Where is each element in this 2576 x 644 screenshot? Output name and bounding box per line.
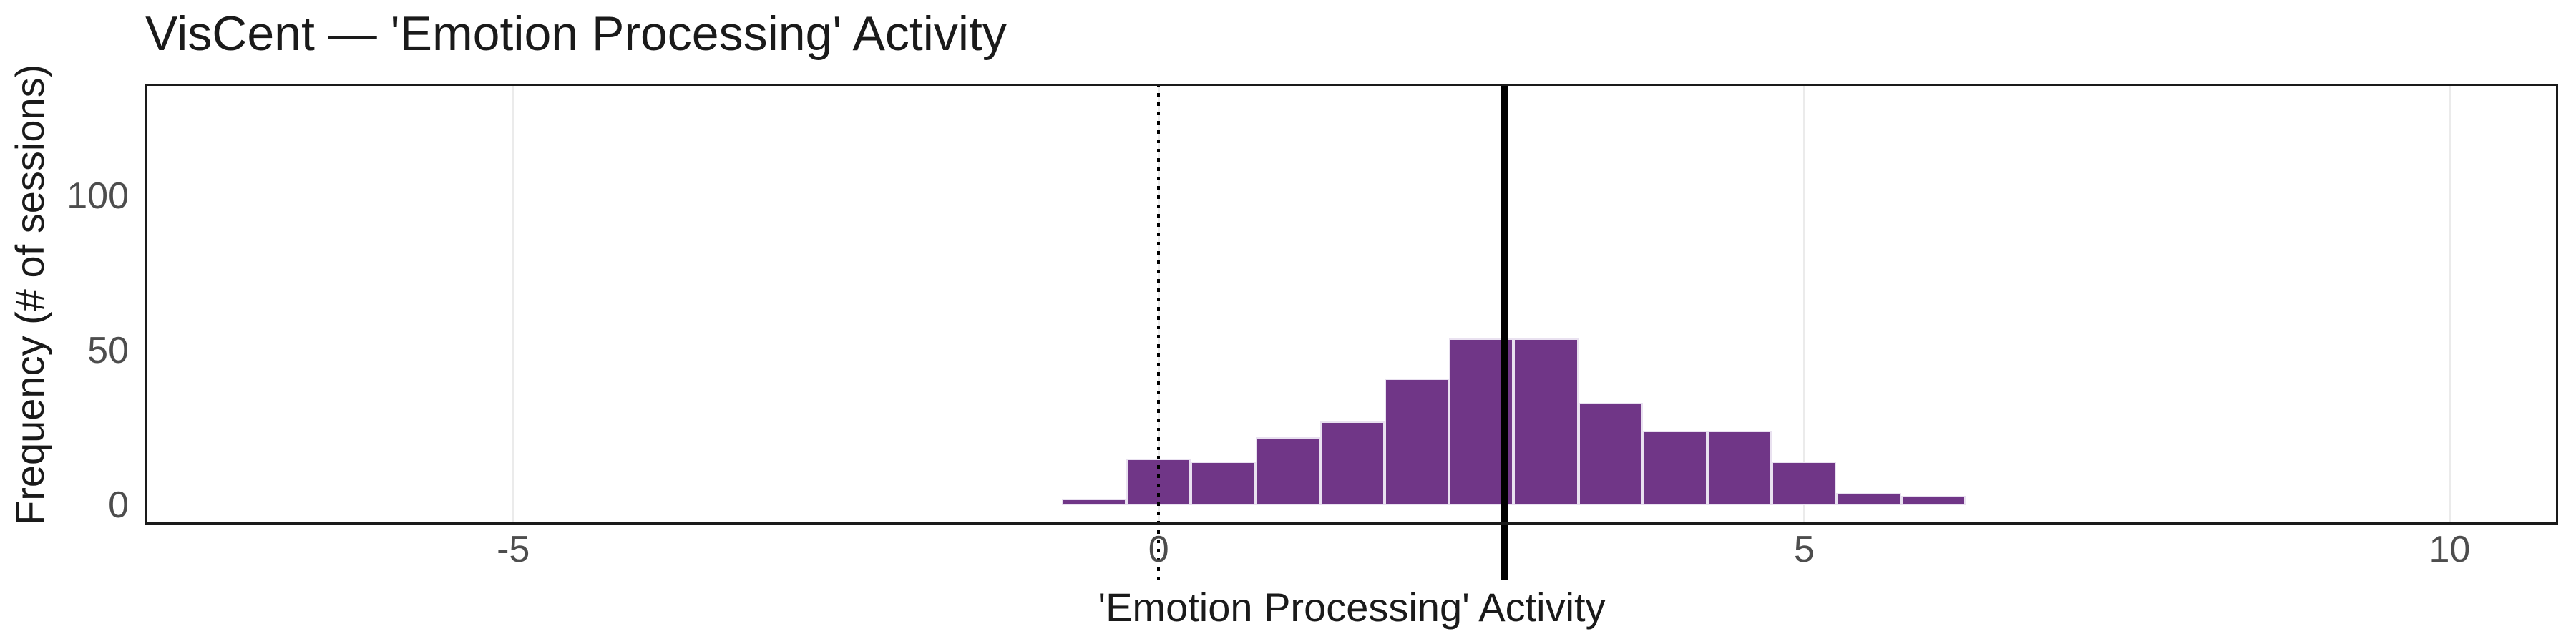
x-gridline	[2448, 86, 2451, 522]
x-gridline	[512, 86, 514, 522]
zero-reference-line	[1157, 84, 1161, 580]
histogram-bar	[1642, 431, 1708, 505]
y-tick-label: 50	[87, 329, 129, 371]
histogram-bar	[1385, 378, 1450, 505]
histogram-bar	[1707, 431, 1772, 505]
histogram-bar	[1836, 492, 1901, 505]
histogram-bar	[1772, 462, 1837, 505]
x-axis-title: 'Emotion Processing' Activity	[1098, 585, 1606, 630]
histogram-bar	[1901, 495, 1966, 505]
y-tick-label: 0	[108, 484, 129, 526]
x-tick-label: -5	[497, 529, 530, 570]
x-tick-label: 0	[1148, 529, 1169, 570]
histogram-bar	[1319, 421, 1385, 505]
x-tick-label: 5	[1793, 529, 1815, 570]
mean-line	[1501, 84, 1508, 580]
histogram-bar	[1255, 436, 1320, 505]
histogram-bar	[1191, 462, 1256, 505]
histogram-bar	[1513, 338, 1579, 505]
x-tick-label: 10	[2429, 529, 2471, 570]
y-tick-label: 100	[67, 175, 129, 218]
x-gridline	[1802, 86, 1805, 522]
y-axis-title: Frequency (# of sessions)	[7, 64, 52, 525]
histogram-bar	[1578, 403, 1643, 505]
histogram-bar	[1061, 499, 1127, 505]
chart-title: VisCent — 'Emotion Processing' Activity	[145, 6, 1007, 61]
